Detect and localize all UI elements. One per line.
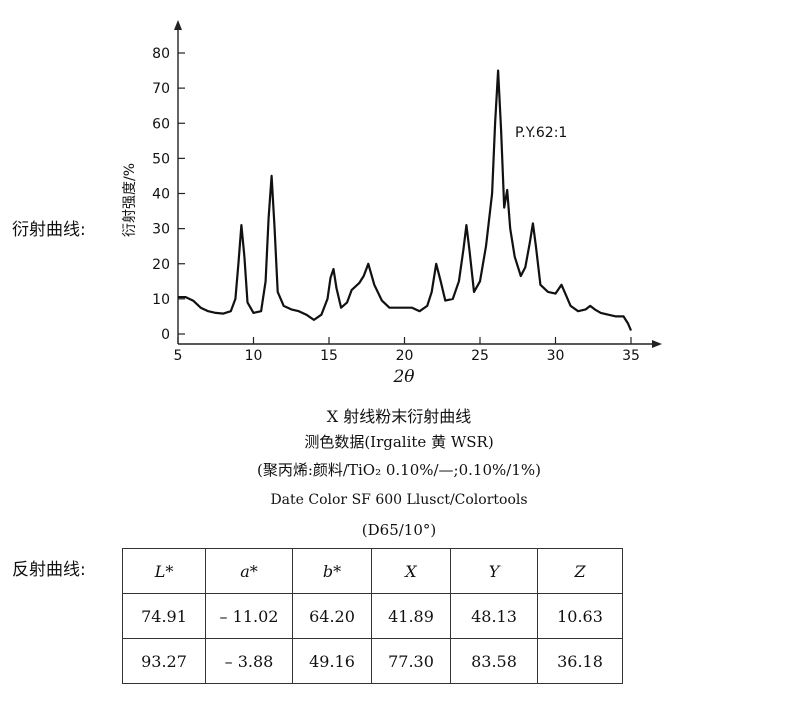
table-cell: 10.63 — [537, 593, 623, 639]
table-cell: 36.18 — [537, 638, 623, 684]
y-tick-label: 20 — [152, 257, 170, 273]
header-cell: X — [371, 548, 451, 594]
table-row: 74.91 – 11.02 64.20 41.89 48.13 10.63 — [122, 593, 623, 639]
sample-composition: (聚丙烯:颜料/TiO₂ 0.10%/—;0.10%/1%) — [257, 461, 541, 479]
x-axis-arrow — [652, 340, 662, 348]
color-data-title: 测色数据(Irgalite 黄 WSR) — [304, 433, 494, 451]
x-axis-label: 2θ — [392, 367, 414, 387]
x-tick-label: 15 — [320, 348, 338, 364]
color-data-table: L* a* b* X Y Z 74.91 – 11.02 64.20 41.89… — [122, 548, 623, 684]
header-cell: Z — [537, 548, 623, 594]
table-cell: 49.16 — [292, 638, 372, 684]
table-header-row: L* a* b* X Y Z — [122, 548, 623, 594]
y-tick-label: 70 — [152, 81, 170, 97]
table-cell: 93.27 — [122, 638, 206, 684]
illuminant-info: (D65/10°) — [361, 521, 437, 539]
x-tick-label: 10 — [245, 348, 263, 364]
diffraction-curve-label: 衍射曲线: — [12, 220, 86, 240]
series-line — [178, 69, 633, 331]
x-tick-label: 5 — [174, 348, 183, 364]
x-tick-label: 35 — [622, 348, 640, 364]
y-tick-label: 0 — [161, 327, 170, 343]
header-cell: a* — [205, 548, 293, 594]
xrd-chart: 5 10 15 20 25 30 35 0 10 20 30 40 50 60 70 80 P.Y.62:1… — [122, 20, 662, 387]
table-cell: – 3.88 — [205, 638, 293, 684]
table-row: 93.27 – 3.88 49.16 77.30 83.58 36.18 — [122, 638, 623, 684]
y-tick-label: 60 — [152, 116, 170, 132]
table-cell: 74.91 — [122, 593, 206, 639]
y-tick-label: 30 — [152, 222, 170, 238]
y-tick-label: 40 — [152, 187, 170, 203]
table-cell: – 11.02 — [205, 593, 293, 639]
y-tick-label: 10 — [152, 292, 170, 308]
x-tick-label: 30 — [547, 348, 565, 364]
y-axis-arrow — [174, 20, 182, 30]
reflection-curve-label: 反射曲线: — [12, 560, 86, 580]
header-cell: L* — [122, 548, 206, 594]
table-cell: 77.30 — [371, 638, 451, 684]
x-tick-label: 20 — [396, 348, 414, 364]
table-cell: 83.58 — [450, 638, 538, 684]
x-tick-label: 25 — [471, 348, 489, 364]
table-cell: 41.89 — [371, 593, 451, 639]
peak-annotation: P.Y.62:1 — [515, 125, 567, 141]
header-cell: b* — [292, 548, 372, 594]
header-cell: Y — [450, 548, 538, 594]
y-axis-label: 衍射强度/% — [122, 163, 138, 237]
y-tick-label: 50 — [152, 151, 170, 167]
y-tick-label: 80 — [152, 46, 170, 62]
table-cell: 64.20 — [292, 593, 372, 639]
chart-caption-title: X 射线粉末衍射曲线 — [326, 407, 472, 426]
table-cell: 48.13 — [450, 593, 538, 639]
instrument-info: Date Color SF 600 Llusct/Colortools — [270, 492, 528, 508]
